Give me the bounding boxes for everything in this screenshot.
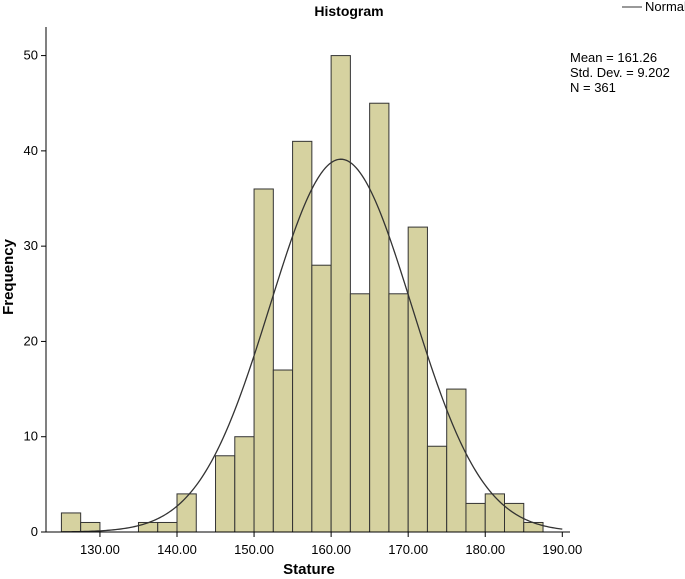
histogram-bar [465, 502, 486, 533]
histogram-bar [292, 140, 313, 533]
y-tick-label: 50 [24, 48, 38, 63]
histogram-bar [311, 264, 332, 533]
chart-title: Histogram [314, 3, 383, 19]
x-axis-ticks: 130.00 140.00 150.00 160.00 170.00 180.00 190.… [80, 532, 582, 557]
histogram-bar [523, 521, 544, 533]
x-tick-label: 180.00 [465, 542, 505, 557]
x-tick-label: 160.00 [311, 542, 351, 557]
stat-std-dev: Std. Dev. = 9.202 [570, 65, 670, 80]
histogram-bar [330, 55, 351, 533]
histogram-bars [60, 55, 544, 533]
histogram-bar [137, 521, 159, 533]
x-tick-label: 170.00 [388, 542, 428, 557]
y-tick-label: 20 [24, 333, 38, 348]
stat-n: N = 361 [570, 80, 616, 95]
histogram-bar [484, 493, 505, 533]
y-axis-ticks: 0 10 20 30 40 50 [24, 48, 46, 539]
legend: Normal [622, 0, 685, 14]
plot-frame [45, 27, 570, 533]
histogram-bar [176, 493, 197, 533]
histogram-bar [349, 293, 371, 533]
y-tick-label: 10 [24, 429, 38, 444]
histogram-bar [388, 293, 409, 533]
y-axis-label: Frequency [0, 238, 17, 315]
x-tick-label: 150.00 [234, 542, 274, 557]
legend-normal-label: Normal [645, 0, 685, 14]
histogram-bar [369, 102, 390, 533]
histogram-bar [157, 521, 178, 533]
x-tick-label: 140.00 [157, 542, 197, 557]
histogram-bar [426, 445, 448, 533]
histogram-bar [215, 455, 236, 533]
stat-mean: Mean = 161.26 [570, 50, 657, 65]
normal-curve [61, 158, 563, 533]
stats-box: Mean = 161.26 Std. Dev. = 9.202 N = 361 [570, 50, 670, 95]
histogram-bar [446, 388, 467, 533]
y-tick-label: 40 [24, 143, 38, 158]
histogram-bar [407, 226, 428, 533]
histogram-bar [272, 369, 294, 533]
y-tick-label: 0 [31, 524, 38, 539]
histogram-bar [234, 436, 255, 533]
histogram-bar [60, 512, 82, 533]
x-tick-label: 190.00 [542, 542, 582, 557]
y-tick-label: 30 [24, 238, 38, 253]
x-tick-label: 130.00 [80, 542, 120, 557]
histogram-bar [253, 188, 274, 533]
x-axis-label: Stature [283, 561, 335, 578]
